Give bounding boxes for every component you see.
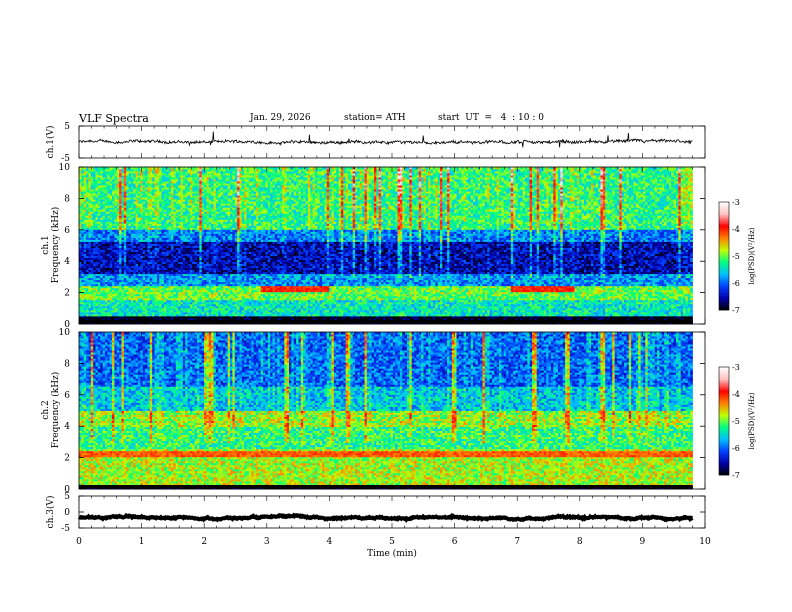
ch3-waveform-series — [77, 512, 694, 524]
ch1-waveform-series — [78, 131, 693, 148]
x-tick-label: 4 — [327, 537, 333, 547]
ch2-spectrogram-colorbar-tick: -3 — [732, 363, 740, 372]
ch1-spectrogram-ytick-label: 0 — [64, 320, 70, 330]
x-tick-label: 0 — [76, 537, 82, 547]
ch3-waveform-ytick-label: -5 — [61, 524, 70, 534]
ch1-spectrogram-colorbar-tick: -3 — [732, 198, 740, 207]
ch2-spectrogram-colorbar-tick: -4 — [732, 390, 740, 399]
ch2-spectrogram-colorbar-tick: -5 — [732, 417, 740, 426]
ch2-spectrogram-ylabel: ch.2 Frequency (kHz) — [41, 372, 61, 449]
x-tick-label: 1 — [139, 537, 145, 547]
station-label: station= ATH — [344, 113, 406, 123]
start-time-label: start UT = 4 : 10 : 0 — [438, 113, 544, 123]
ch2-spectrogram-ylabel-line: ch.2 — [41, 400, 51, 419]
x-tick-label: 8 — [577, 537, 583, 547]
ch2-spectrogram-ylabel-line: Frequency (kHz) — [50, 372, 61, 449]
ch1-spectrogram-colorbar-tick: -5 — [732, 252, 740, 261]
ch1-spectrogram-ylabel-line: Frequency (kHz) — [50, 207, 61, 284]
ch2-spectrogram-colorbar — [718, 366, 730, 476]
ch2-spectrogram-colorbar-label: log(PSD)(V²/Hz) — [748, 392, 756, 449]
ch1-spectrogram-ylabel: ch.1 Frequency (kHz) — [41, 207, 61, 284]
x-tick-label: 2 — [201, 537, 207, 547]
x-tick-label: 5 — [389, 537, 395, 547]
ch1-spectrogram-ytick-label: 8 — [64, 194, 70, 204]
ch3-waveform-ylabel: ch.3(V) — [45, 496, 56, 529]
ch2-spectrogram-low-band — [79, 485, 693, 488]
ch1-spectrogram-colorbar-tick: -7 — [732, 306, 740, 315]
chart-title: VLF Spectra — [79, 112, 149, 125]
ch2-spectrogram-colorbar-tick: -7 — [732, 471, 740, 480]
ch2-spectrogram-ytick-label: 10 — [59, 328, 71, 338]
ch3-waveform-ylabel-line: ch.3(V) — [45, 496, 56, 529]
ch1-spectrogram-colorbar-tick: -6 — [732, 279, 740, 288]
ch1-spectrogram-ytick-label: 6 — [64, 226, 70, 236]
ch3-waveform-ytick-label: 0 — [64, 508, 70, 518]
ch2-spectrogram-ytick-label: 2 — [64, 454, 70, 464]
ch1-waveform-ylabel-line: ch.1(V) — [45, 126, 56, 159]
ch2-spectrogram-colorbar-tick: -6 — [732, 444, 740, 453]
ch1-spectrogram-ytick-label: 10 — [59, 163, 71, 173]
ch2-spectrogram-ytick-label: 4 — [64, 422, 70, 432]
ch1-spectrogram-ytick-label: 4 — [64, 257, 70, 267]
x-tick-label: 9 — [640, 537, 646, 547]
x-axis-label: Time (min) — [367, 548, 417, 559]
ch1-waveform-ytick-label: -5 — [61, 154, 70, 164]
x-tick-label: 3 — [264, 537, 270, 547]
ch2-spectrogram-ytick-label: 0 — [64, 485, 70, 495]
ch1-spectrogram-ytick-label: 2 — [64, 289, 70, 299]
x-tick-label: 10 — [699, 537, 711, 547]
ch2-spectrogram-ytick-label: 8 — [64, 359, 70, 369]
x-tick-label: 7 — [514, 537, 520, 547]
ch1-waveform-ytick-label: 5 — [64, 122, 70, 132]
ch1-spectrogram-heatmap — [79, 167, 693, 325]
ch3-waveform-ytick-label: 5 — [64, 492, 70, 502]
ch2-spectrogram-colorbar-frame — [718, 366, 730, 476]
ch1-spectrogram-colorbar-label: log(PSD)(V²/Hz) — [748, 227, 756, 284]
ch1-spectrogram-colorbar — [718, 201, 730, 311]
ch2-spectrogram-heatmap — [79, 332, 693, 490]
date-label: Jan. 29, 2026 — [250, 113, 311, 123]
ch1-waveform-ylabel: ch.1(V) — [45, 126, 56, 159]
ch1-spectrogram-colorbar-tick: -4 — [732, 225, 740, 234]
x-tick-label: 6 — [452, 537, 458, 547]
ch1-spectrogram-ylabel-line: ch.1 — [41, 235, 51, 254]
ch1-spectrogram-low-band — [79, 320, 693, 323]
ch1-spectrogram-colorbar-frame — [718, 201, 730, 311]
ch2-spectrogram-ytick-label: 6 — [64, 391, 70, 401]
